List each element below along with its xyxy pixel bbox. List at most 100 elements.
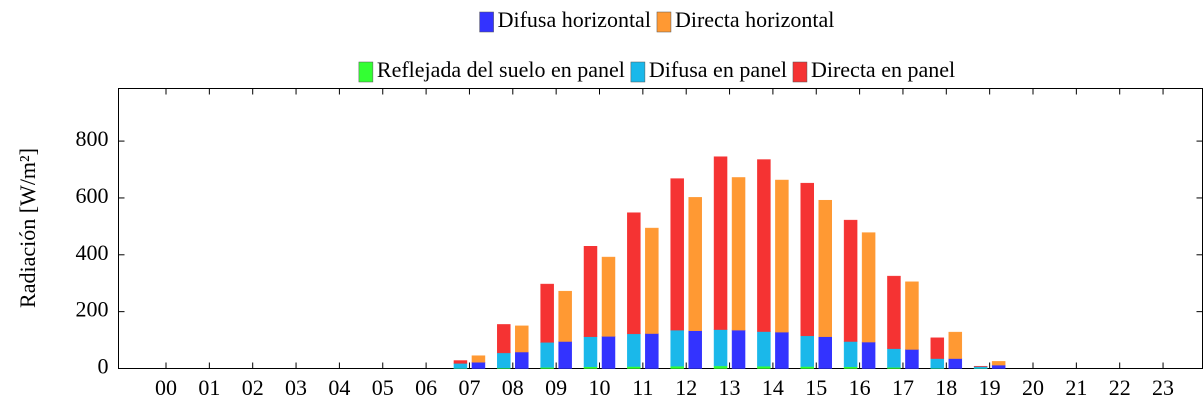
bar-segment	[645, 228, 658, 333]
bar-segment	[757, 366, 770, 368]
x-tick-label: 21	[1065, 375, 1087, 400]
x-tick-label: 00	[155, 375, 177, 400]
x-tick-label: 19	[979, 375, 1001, 400]
bar-segment	[775, 332, 788, 368]
x-tick-label: 02	[242, 375, 264, 400]
y-tick-label: 600	[76, 183, 109, 208]
bar-segment	[559, 291, 572, 341]
bar-segment	[541, 342, 554, 367]
bar-segment	[949, 359, 962, 369]
bar-segment	[584, 246, 597, 336]
y-axis-label: Radiación [W/m²]	[15, 148, 40, 308]
x-tick-label: 18	[935, 375, 957, 400]
x-tick-label: 23	[1152, 375, 1174, 400]
y-tick-label: 400	[76, 240, 109, 265]
bar-segment	[497, 324, 510, 352]
x-tick-label: 12	[675, 375, 697, 400]
bar-segment	[645, 334, 658, 369]
legend-label: Reflejada del suelo en panel	[377, 57, 625, 82]
x-tick-label: 22	[1109, 375, 1131, 400]
bar-segment	[732, 330, 745, 368]
bar-segment	[801, 367, 814, 369]
bar-segment	[992, 365, 1005, 368]
x-tick-label: 10	[589, 375, 611, 400]
bar-segment	[559, 341, 572, 368]
bar-segment	[454, 361, 467, 364]
legend-swatch	[480, 12, 494, 32]
bar-segment	[992, 361, 1005, 365]
legend-swatch	[631, 62, 645, 82]
legend-swatch	[359, 62, 373, 82]
bar-segment	[584, 367, 597, 369]
bar-segment	[862, 233, 875, 342]
bar-segment	[497, 353, 510, 368]
bar-segment	[905, 282, 918, 350]
plot-frame	[119, 89, 1203, 369]
legend-label: Difusa en panel	[649, 57, 787, 82]
x-tick-label: 15	[805, 375, 827, 400]
bar-segment	[732, 177, 745, 330]
bar-segment	[887, 349, 900, 368]
bar-segment	[602, 336, 615, 368]
x-tick-label: 11	[632, 375, 653, 400]
bar-segment	[862, 342, 875, 368]
legend-label: Directa en panel	[811, 57, 955, 82]
x-tick-label: 20	[1022, 375, 1044, 400]
bar-segment	[689, 331, 702, 369]
y-tick-label: 800	[76, 126, 109, 151]
bar-segment	[472, 362, 485, 368]
x-tick-label: 06	[415, 375, 437, 400]
bar-segment	[671, 330, 684, 366]
bar-segment	[714, 157, 727, 330]
bar-segment	[775, 180, 788, 332]
bar-segment	[949, 332, 962, 358]
x-tick-label: 08	[502, 375, 524, 400]
bar-segment	[714, 366, 727, 369]
bar-segment	[974, 367, 987, 369]
x-tick-label: 05	[372, 375, 394, 400]
x-tick-label: 17	[892, 375, 914, 400]
bar-segment	[844, 220, 857, 341]
y-tick-label: 0	[98, 354, 109, 379]
bar-segment	[757, 332, 770, 367]
bar-segment	[671, 179, 684, 331]
bar-segment	[627, 367, 640, 369]
legend-swatch	[657, 12, 671, 32]
x-tick-label: 14	[762, 375, 784, 400]
bar-segment	[627, 213, 640, 334]
bar-segment	[931, 359, 944, 369]
bar-segment	[887, 276, 900, 348]
bar-segment	[671, 366, 684, 368]
bar-segment	[801, 336, 814, 367]
bar-segment	[931, 338, 944, 359]
bar-segment	[801, 183, 814, 336]
bar-segment	[757, 160, 770, 332]
bar-segment	[627, 334, 640, 367]
bar-segment	[844, 341, 857, 366]
bar-segment	[584, 337, 597, 367]
bar-segment	[689, 197, 702, 330]
legend-label: Directa horizontal	[675, 7, 834, 32]
x-tick-label: 03	[285, 375, 307, 400]
bar-segment	[819, 200, 832, 336]
legend-label: Difusa horizontal	[498, 7, 651, 32]
legend-swatch	[793, 62, 807, 82]
x-tick-label: 07	[458, 375, 480, 400]
bar-segment	[515, 352, 528, 368]
x-tick-label: 01	[198, 375, 220, 400]
bar-segment	[602, 257, 615, 336]
x-tick-label: 09	[545, 375, 567, 400]
bar-segment	[819, 337, 832, 369]
bar-segment	[515, 326, 528, 352]
bar-segment	[905, 349, 918, 368]
bar-segment	[714, 330, 727, 366]
x-tick-label: 04	[328, 375, 350, 400]
bar-segment	[541, 284, 554, 342]
bar-segment	[472, 356, 485, 363]
bar-segment	[844, 367, 857, 369]
x-tick-label: 16	[849, 375, 871, 400]
x-tick-label: 13	[719, 375, 741, 400]
bar-segment	[454, 363, 467, 368]
